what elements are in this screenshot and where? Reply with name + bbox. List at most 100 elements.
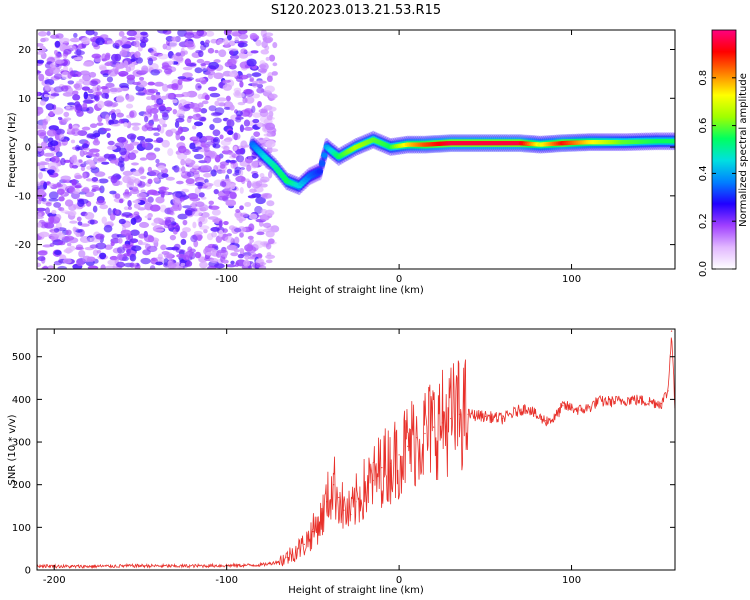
noise-speckle xyxy=(205,30,215,37)
noise-speckle xyxy=(253,131,261,137)
noise-speckle xyxy=(229,50,234,56)
noise-speckle xyxy=(80,37,91,45)
noise-speckle xyxy=(251,262,261,269)
noise-speckle xyxy=(223,30,232,36)
noise-speckle xyxy=(126,74,136,81)
noise-speckle xyxy=(237,42,248,48)
noise-speckle xyxy=(100,85,108,90)
noise-speckle xyxy=(75,232,81,237)
noise-speckle xyxy=(213,263,225,269)
noise-speckle xyxy=(78,78,84,83)
noise-speckle xyxy=(37,212,42,217)
noise-speckle xyxy=(144,122,154,129)
snr-data-point xyxy=(648,400,650,403)
noise-speckle xyxy=(110,109,116,114)
noise-speckle xyxy=(86,134,93,139)
noise-speckle xyxy=(77,199,85,208)
noise-speckle xyxy=(157,253,163,260)
snr-data-point xyxy=(450,417,452,420)
noise-speckle xyxy=(182,66,193,71)
noise-speckle xyxy=(199,225,210,230)
snr-x-label: Height of straight line (km) xyxy=(288,585,424,596)
noise-speckle xyxy=(133,211,140,216)
noise-speckle xyxy=(121,212,133,217)
noise-speckle xyxy=(91,165,97,169)
colorbar-gradient xyxy=(712,30,736,269)
noise-speckle xyxy=(216,97,227,102)
noise-speckle xyxy=(169,210,174,216)
noise-speckle xyxy=(204,94,210,101)
noise-speckle xyxy=(43,152,55,157)
y-tick-label: 300 xyxy=(12,438,31,449)
noise-speckle xyxy=(244,254,250,260)
noise-speckle xyxy=(219,164,226,169)
noise-speckle xyxy=(129,253,137,262)
noise-speckle xyxy=(235,175,246,183)
noise-speckle xyxy=(151,222,157,226)
noise-speckle xyxy=(144,138,154,143)
noise-speckle xyxy=(230,252,239,257)
noise-speckle xyxy=(239,80,244,88)
snr-y-ticks: 0 100 200 300 400 500 xyxy=(12,352,675,577)
noise-speckle xyxy=(198,216,206,223)
noise-speckle xyxy=(239,187,244,194)
snr-data-point xyxy=(667,390,669,392)
noise-speckle xyxy=(213,189,219,195)
noise-speckle xyxy=(179,135,186,141)
noise-speckle xyxy=(186,171,195,178)
noise-speckle xyxy=(153,147,161,152)
noise-speckle xyxy=(118,31,125,37)
noise-speckle xyxy=(223,145,230,152)
noise-speckle xyxy=(155,261,164,266)
noise-speckle xyxy=(210,169,217,177)
noise-speckle xyxy=(237,253,245,259)
noise-speckle xyxy=(45,207,51,215)
noise-speckle xyxy=(189,142,196,150)
noise-speckle xyxy=(130,162,139,166)
noise-speckle xyxy=(155,196,165,204)
noise-speckle xyxy=(106,76,114,83)
noise-speckle xyxy=(51,229,62,237)
colorbar-label: Normalized spectral amplitude xyxy=(738,73,749,227)
noise-speckle xyxy=(119,49,128,57)
noise-speckle xyxy=(104,62,112,67)
noise-speckle xyxy=(74,175,83,180)
noise-speckle xyxy=(160,95,168,100)
noise-speckle xyxy=(176,129,182,136)
noise-speckle xyxy=(201,164,211,172)
noise-speckle xyxy=(61,71,70,80)
noise-speckle xyxy=(211,231,217,238)
noise-speckle xyxy=(155,95,160,99)
spectrum-ridge-point xyxy=(318,161,326,166)
noise-speckle xyxy=(146,245,158,253)
noise-speckle xyxy=(62,258,72,264)
noise-speckle xyxy=(180,231,188,239)
noise-speckle xyxy=(89,244,99,249)
noise-speckle xyxy=(58,37,70,44)
noise-speckle xyxy=(200,63,207,67)
colorbar-tick-label: 0.2 xyxy=(698,213,709,229)
noise-speckle xyxy=(162,113,169,121)
noise-speckle xyxy=(266,75,273,83)
noise-speckle xyxy=(111,112,117,121)
noise-speckle xyxy=(71,128,81,136)
noise-speckle xyxy=(252,112,262,118)
noise-speckle xyxy=(204,178,209,184)
noise-speckle xyxy=(75,258,85,267)
noise-speckle xyxy=(82,61,93,67)
noise-speckle xyxy=(37,31,48,37)
noise-speckle xyxy=(132,81,141,86)
noise-speckle xyxy=(258,80,267,84)
noise-speckle xyxy=(259,213,270,221)
noise-speckle xyxy=(103,224,113,233)
noise-speckle xyxy=(184,58,192,66)
noise-speckle xyxy=(176,108,185,117)
noise-speckle xyxy=(37,181,41,187)
noise-speckle xyxy=(200,40,205,46)
noise-speckle xyxy=(175,117,185,123)
noise-speckle xyxy=(205,182,210,186)
noise-speckle xyxy=(153,177,160,182)
noise-speckle xyxy=(138,242,148,246)
noise-speckle xyxy=(160,191,165,199)
